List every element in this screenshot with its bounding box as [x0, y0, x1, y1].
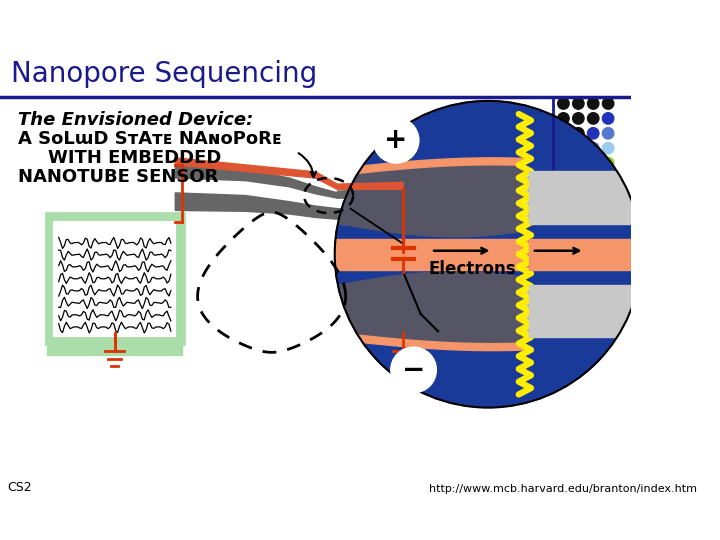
Polygon shape	[338, 208, 403, 219]
Bar	[529, 239, 642, 269]
Bar	[335, 171, 642, 224]
Circle shape	[603, 187, 614, 199]
Polygon shape	[175, 193, 338, 219]
Circle shape	[572, 202, 584, 213]
Text: A SᴏLɯD SᴛAᴛᴇ NAɴᴏPᴏRᴇ: A SᴏLɯD SᴛAᴛᴇ NAɴᴏPᴏRᴇ	[17, 130, 282, 148]
Circle shape	[603, 143, 614, 154]
Circle shape	[373, 118, 419, 163]
Circle shape	[588, 172, 599, 184]
Text: Electrons: Electrons	[428, 260, 516, 278]
Text: WITH EMBEDDED: WITH EMBEDDED	[48, 149, 222, 167]
Polygon shape	[335, 333, 477, 342]
FancyBboxPatch shape	[48, 345, 182, 355]
Circle shape	[603, 157, 614, 169]
Bar	[335, 285, 642, 338]
Circle shape	[572, 187, 584, 199]
Polygon shape	[175, 158, 403, 190]
Circle shape	[391, 347, 436, 393]
Polygon shape	[175, 165, 338, 198]
FancyBboxPatch shape	[45, 213, 184, 345]
Circle shape	[558, 157, 569, 169]
Circle shape	[603, 113, 614, 124]
Circle shape	[603, 127, 614, 139]
Circle shape	[588, 143, 599, 154]
Polygon shape	[338, 190, 403, 198]
Circle shape	[588, 127, 599, 139]
Circle shape	[558, 143, 569, 154]
FancyBboxPatch shape	[54, 222, 175, 336]
Bar	[529, 101, 642, 408]
Text: −: −	[402, 356, 426, 384]
Circle shape	[558, 98, 569, 109]
Circle shape	[588, 202, 599, 213]
Circle shape	[558, 172, 569, 184]
Circle shape	[558, 113, 569, 124]
Circle shape	[572, 143, 584, 154]
Bar	[335, 239, 642, 269]
Circle shape	[558, 127, 569, 139]
Text: Nanopore Sequencing: Nanopore Sequencing	[11, 60, 317, 87]
Polygon shape	[339, 160, 523, 237]
Polygon shape	[339, 272, 523, 348]
Circle shape	[588, 113, 599, 124]
Circle shape	[572, 98, 584, 109]
Text: CS2: CS2	[7, 481, 32, 494]
Circle shape	[603, 202, 614, 213]
Circle shape	[335, 101, 642, 408]
Circle shape	[572, 113, 584, 124]
Polygon shape	[339, 158, 523, 176]
Circle shape	[603, 98, 614, 109]
Bar	[529, 171, 642, 224]
Circle shape	[588, 157, 599, 169]
Text: +: +	[384, 126, 408, 154]
Circle shape	[572, 172, 584, 184]
Bar	[529, 285, 642, 338]
Polygon shape	[339, 333, 523, 350]
Circle shape	[603, 172, 614, 184]
Circle shape	[558, 202, 569, 213]
Text: NANOTUBE SENSOR: NANOTUBE SENSOR	[17, 168, 218, 186]
Circle shape	[558, 187, 569, 199]
Circle shape	[588, 187, 599, 199]
Text: The Envisioned Device:: The Envisioned Device:	[17, 111, 253, 129]
Circle shape	[588, 98, 599, 109]
Text: http://www.mcb.harvard.edu/branton/index.htm: http://www.mcb.harvard.edu/branton/index…	[429, 484, 698, 494]
Circle shape	[572, 127, 584, 139]
Circle shape	[572, 157, 584, 169]
Polygon shape	[335, 167, 477, 224]
